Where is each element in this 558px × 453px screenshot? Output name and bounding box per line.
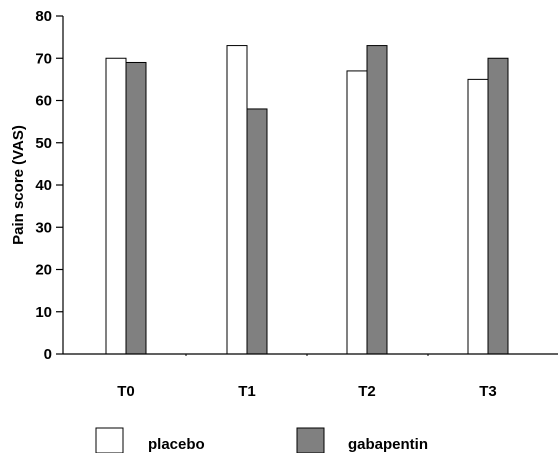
bar-placebo-T3 [467, 78, 489, 355]
bar-gabapentin-T1 [246, 108, 268, 355]
bar-gabapentin-T3 [487, 57, 509, 355]
legend: placebo gabapentin [95, 427, 428, 453]
y-tick-label: 20 [35, 262, 52, 279]
legend-swatch-gabapentin [296, 427, 325, 453]
bar-gabapentin-T2 [366, 45, 388, 355]
x-axis: T0 T1 T2 T3 [63, 353, 558, 400]
x-tick-label: T3 [479, 383, 497, 400]
y-tick-label: 30 [35, 219, 52, 236]
y-axis-title: Pain score (VAS) [10, 125, 27, 245]
y-tick-label: 50 [35, 135, 52, 152]
y-tick-label: 60 [35, 93, 52, 110]
y-tick-label: 80 [35, 8, 52, 25]
y-tick-label: 70 [35, 50, 52, 67]
legend-swatch-placebo [95, 427, 124, 453]
x-tick-label: T1 [238, 383, 256, 400]
bar-gabapentin-T0 [125, 61, 147, 355]
legend-label-gabapentin: gabapentin [348, 436, 428, 453]
bar-placebo-T0 [105, 57, 127, 355]
x-tick-label: T2 [358, 383, 376, 400]
y-tick-label: 0 [44, 346, 52, 363]
y-axis: 0 10 20 30 40 50 60 70 80 [35, 8, 64, 363]
y-tick-label: 40 [35, 177, 52, 194]
bar-placebo-T2 [346, 70, 368, 355]
plot-area [105, 45, 509, 355]
y-tick-label: 10 [35, 304, 52, 321]
legend-label-placebo: placebo [148, 436, 205, 453]
bar-placebo-T1 [226, 45, 248, 355]
x-tick-label: T0 [117, 383, 135, 400]
